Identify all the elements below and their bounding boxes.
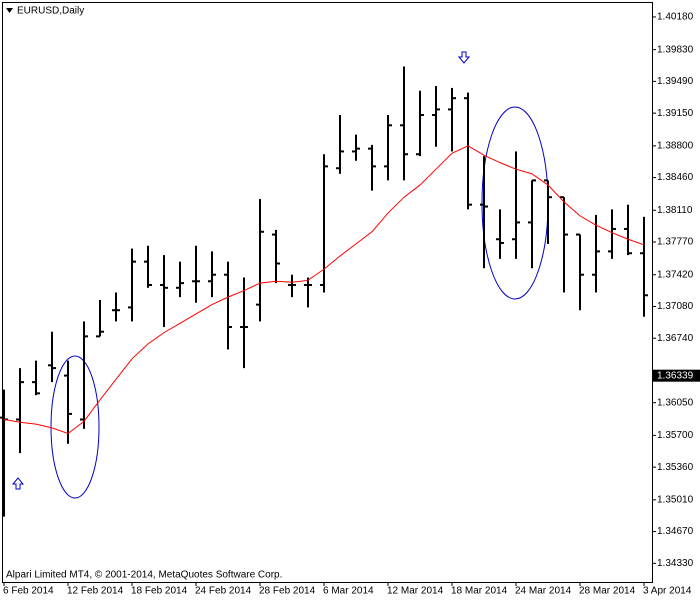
y-tick-label: 1.39150 xyxy=(657,108,694,119)
x-tick-label: 3 Apr 2014 xyxy=(643,586,692,597)
y-tick-label: 1.37080 xyxy=(657,301,694,312)
y-tick-label: 1.34330 xyxy=(657,558,694,569)
plot-layer: 1.40180 1.39830 1.39490 1.39150 1.38800 1.384… xyxy=(0,12,700,597)
moving-average-line xyxy=(3,145,645,435)
x-tick-label: 28 Feb 2014 xyxy=(259,586,316,597)
current-price-box xyxy=(653,369,700,382)
y-tick-label: 1.38110 xyxy=(657,205,693,216)
y-tick-label: 1.40180 xyxy=(657,12,694,23)
x-tick-label: 24 Mar 2014 xyxy=(515,586,572,597)
y-tick-label: 1.36740 xyxy=(657,333,694,344)
x-tick-label: 18 Mar 2014 xyxy=(451,586,508,597)
x-tick-label: 28 Mar 2014 xyxy=(579,586,636,597)
y-tick-label: 1.36050 xyxy=(657,397,694,408)
y-tick-label: 1.39830 xyxy=(657,44,694,55)
y-tick-label: 1.38800 xyxy=(657,140,694,151)
x-tick-label: 24 Feb 2014 xyxy=(195,586,252,597)
y-tick-label: 1.35360 xyxy=(657,462,694,473)
x-tick-label: 12 Feb 2014 xyxy=(67,586,124,597)
x-tick-label: 18 Feb 2014 xyxy=(131,586,188,597)
y-tick-label: 1.39490 xyxy=(657,76,694,87)
buy-arrow xyxy=(11,477,25,490)
symbol-menu-icon[interactable] xyxy=(6,8,13,13)
plot-frame xyxy=(2,2,653,583)
y-tick-label: 1.38460 xyxy=(657,172,694,183)
y-tick-label: 1.35700 xyxy=(657,430,694,441)
x-tick-label: 6 Mar 2014 xyxy=(323,586,374,597)
highlight-ellipse xyxy=(50,355,100,499)
y-tick-label: 1.34670 xyxy=(657,526,694,537)
current-price-label: 1.36339 xyxy=(657,370,694,381)
x-tick-label: 12 Mar 2014 xyxy=(387,586,444,597)
sell-arrow xyxy=(457,51,471,64)
x-tick-label: 6 Feb 2014 xyxy=(3,586,54,597)
y-tick-label: 1.37770 xyxy=(657,237,694,248)
chart-title: EURUSD,Daily xyxy=(17,6,84,17)
footer: Alpari Limited MT4, © 2001-2014, MetaQuo… xyxy=(6,570,282,581)
y-tick-label: 1.35010 xyxy=(657,494,694,505)
y-tick-label: 1.37420 xyxy=(657,269,694,280)
